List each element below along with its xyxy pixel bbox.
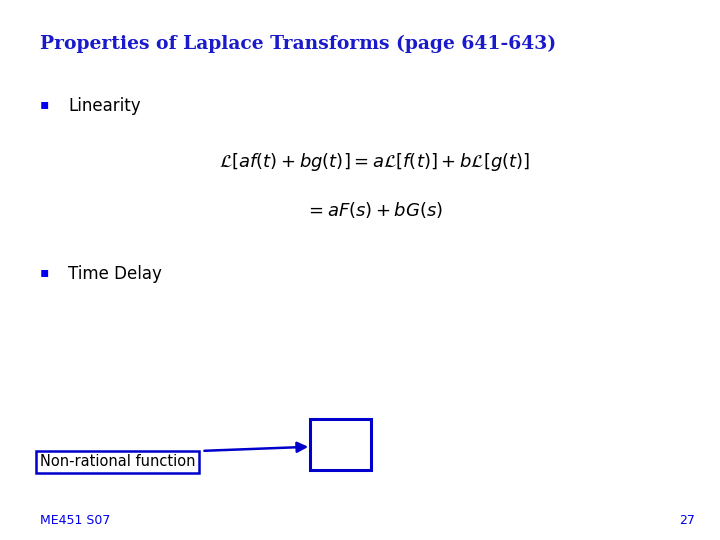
Text: Non-rational function: Non-rational function: [40, 454, 195, 469]
Text: Properties of Laplace Transforms (page 641-643): Properties of Laplace Transforms (page 6…: [40, 35, 556, 53]
Text: $= aF(s) + bG(s)$: $= aF(s) + bG(s)$: [305, 200, 444, 220]
Bar: [310, 418, 371, 470]
Text: Linearity: Linearity: [68, 97, 141, 115]
Text: ▪: ▪: [40, 265, 49, 279]
Text: ▪: ▪: [40, 97, 49, 111]
Text: $\mathcal{L}[af(t) + bg(t)] = a\mathcal{L}[f(t)] + b\mathcal{L}[g(t)]$: $\mathcal{L}[af(t) + bg(t)] = a\mathcal{…: [219, 151, 530, 173]
Text: ME451 S07: ME451 S07: [40, 514, 110, 526]
Text: 27: 27: [679, 514, 695, 526]
Text: Time Delay: Time Delay: [68, 265, 162, 282]
